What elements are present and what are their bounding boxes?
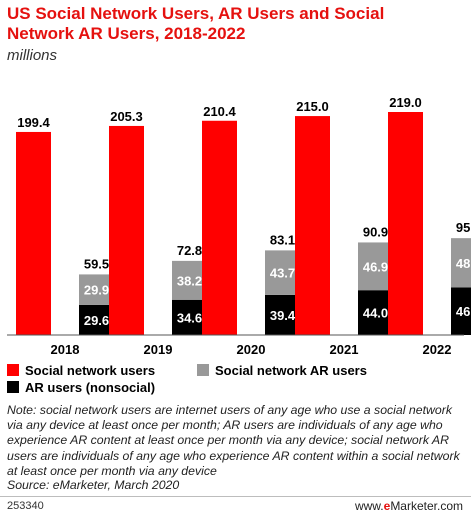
data-label-social-network-ar-users: 48.3 (456, 256, 471, 271)
data-label-stack-total: 59.5 (84, 256, 109, 271)
data-label-stack-total: 90.9 (363, 224, 388, 239)
brand-prefix: www. (354, 499, 384, 513)
legend-swatch (197, 364, 209, 376)
legend-swatch (7, 381, 19, 393)
data-label-ar-users: 34.6 (177, 310, 202, 325)
bar-social-network-ar-users (451, 238, 471, 288)
x-tick-label: 2022 (423, 342, 452, 357)
x-tick-label: 2018 (51, 342, 80, 357)
brand-suffix: Marketer.com (390, 499, 463, 513)
data-label-social-network-users: 215.0 (296, 99, 329, 114)
chart-subtitle: millions (7, 47, 58, 64)
legend-swatch (7, 364, 19, 376)
bar-social-network-users (109, 125, 144, 335)
footer-divider (0, 496, 471, 497)
data-label-ar-users: 29.6 (84, 313, 109, 328)
bar-ar-users (265, 294, 300, 335)
x-axis-ticks: 2018 2019 2020 2021 2022 (51, 342, 452, 357)
chart-id: 253340 (7, 500, 44, 512)
x-tick-label: 2020 (237, 342, 266, 357)
chart-legend: Social network users Social network AR us… (7, 363, 367, 395)
legend-label: Social network AR users (215, 363, 367, 378)
bar-social-network-users (202, 120, 237, 335)
bar-ar-users (451, 287, 471, 335)
data-label-social-network-users: 219.0 (389, 95, 422, 110)
bar-social-network-ar-users (265, 250, 300, 295)
data-label-social-network-ar-users: 46.9 (363, 259, 388, 274)
stacked-bar-chart: 199.4 29.6 29.9 59.5 205.3 34.6 38.2 72.8 210.4 3… (7, 95, 471, 395)
bar-social-network-ar-users (358, 242, 393, 291)
bar-ar-users (358, 290, 393, 335)
data-label-stack-total: 95.1 (456, 220, 471, 235)
data-label-social-network-ar-users: 38.2 (177, 273, 202, 288)
footnote: Note: social network users are internet … (7, 403, 460, 478)
source-text: Source: eMarketer, March 2020 (7, 478, 180, 492)
data-label-ar-users: 39.4 (270, 308, 296, 323)
bar-social-network-ar-users (172, 260, 207, 300)
data-label-ar-users: 46.8 (456, 304, 471, 319)
data-label-social-network-ar-users: 43.7 (270, 266, 295, 281)
data-label-social-network-users: 205.3 (110, 109, 143, 124)
bar-ar-users (79, 304, 114, 335)
bar-social-network-users (295, 116, 330, 335)
chart-labels: 199.4 29.6 29.9 59.5 205.3 34.6 38.2 72.8 210.4 3… (17, 95, 471, 328)
data-label-social-network-ar-users: 29.9 (84, 283, 109, 298)
bar-ar-users (172, 299, 207, 335)
x-tick-label: 2021 (330, 342, 359, 357)
data-label-stack-total: 72.8 (177, 243, 202, 258)
chart-bars (16, 112, 471, 335)
bar-social-network-users (16, 131, 51, 335)
bar-social-network-users (388, 112, 423, 335)
data-label-social-network-users: 210.4 (203, 104, 236, 119)
brand-e: e (383, 499, 391, 513)
legend-label: AR users (nonsocial) (25, 380, 155, 395)
emarketer-logo[interactable]: www.eMarketer.com (355, 499, 463, 513)
data-label-social-network-users: 199.4 (17, 115, 50, 130)
x-tick-label: 2019 (144, 342, 173, 357)
data-label-stack-total: 83.1 (270, 232, 295, 247)
chart-title: US Social Network Users, AR Users and So… (7, 4, 385, 43)
bar-social-network-ar-users (79, 274, 114, 305)
data-label-ar-users: 44.0 (363, 306, 388, 321)
legend-label: Social network users (25, 363, 155, 378)
